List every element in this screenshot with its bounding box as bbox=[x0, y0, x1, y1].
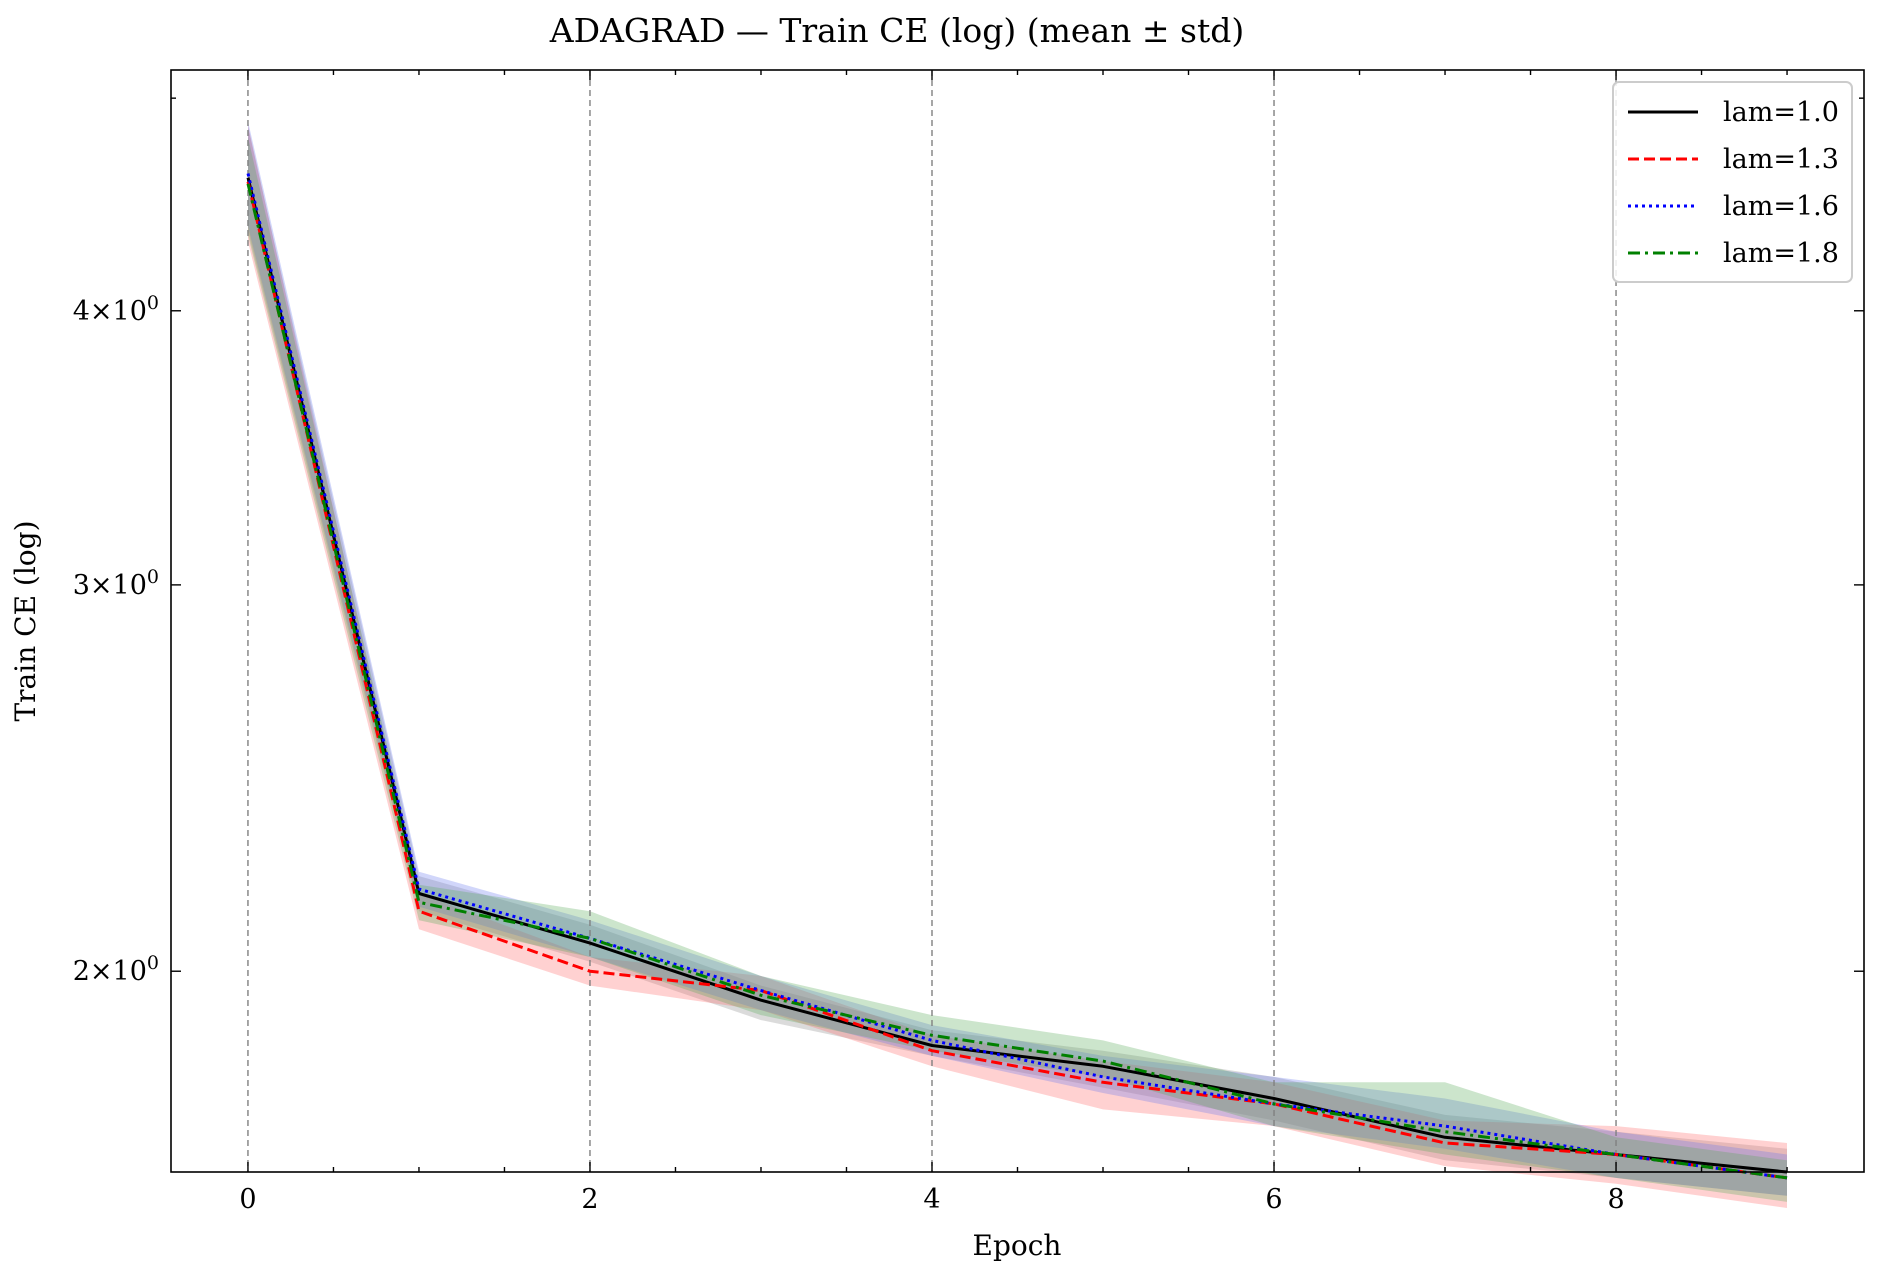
chart-title: ADAGRAD — Train CE (log) (mean ± std) bbox=[549, 11, 1244, 50]
series-line-4 bbox=[246, 183, 1788, 1180]
legend-box bbox=[1612, 81, 1853, 283]
x-tick-label: 2 bbox=[581, 1184, 598, 1215]
std-bands bbox=[248, 121, 1787, 1209]
x-tick-label: 4 bbox=[923, 1184, 940, 1215]
tick-labels: 0 2 4 6 8 2×100 3×100 4×100 bbox=[73, 292, 1625, 1215]
series-line-3 bbox=[246, 173, 1788, 1180]
x-axis-label: Epoch bbox=[973, 1229, 1062, 1262]
legend-label-1: lam=1.0 bbox=[1723, 97, 1839, 128]
x-tick-label: 8 bbox=[1607, 1184, 1624, 1215]
x-tick-label: 6 bbox=[1265, 1184, 1282, 1215]
std-band-4 bbox=[248, 137, 1787, 1202]
series-line-1 bbox=[246, 177, 1788, 1174]
axis-ticks bbox=[171, 70, 1864, 1172]
plot-frame bbox=[170, 69, 1865, 1173]
series-lines bbox=[246, 173, 1788, 1180]
y-tick-label: 2×100 bbox=[73, 952, 159, 987]
series-line-2 bbox=[246, 181, 1788, 1180]
y-tick-label: 4×100 bbox=[73, 292, 159, 327]
legend-label-2: lam=1.3 bbox=[1723, 144, 1839, 175]
legend: lam=1.0 lam=1.3 lam=1.6 lam=1.8 bbox=[1612, 81, 1853, 283]
legend-label-3: lam=1.6 bbox=[1723, 191, 1839, 222]
legend-label-4: lam=1.8 bbox=[1723, 238, 1839, 269]
y-tick-label: 3×100 bbox=[73, 566, 159, 601]
y-axis-label: Train CE (log) bbox=[9, 521, 42, 722]
gridlines bbox=[247, 70, 1617, 1172]
x-tick-label: 0 bbox=[239, 1184, 256, 1215]
